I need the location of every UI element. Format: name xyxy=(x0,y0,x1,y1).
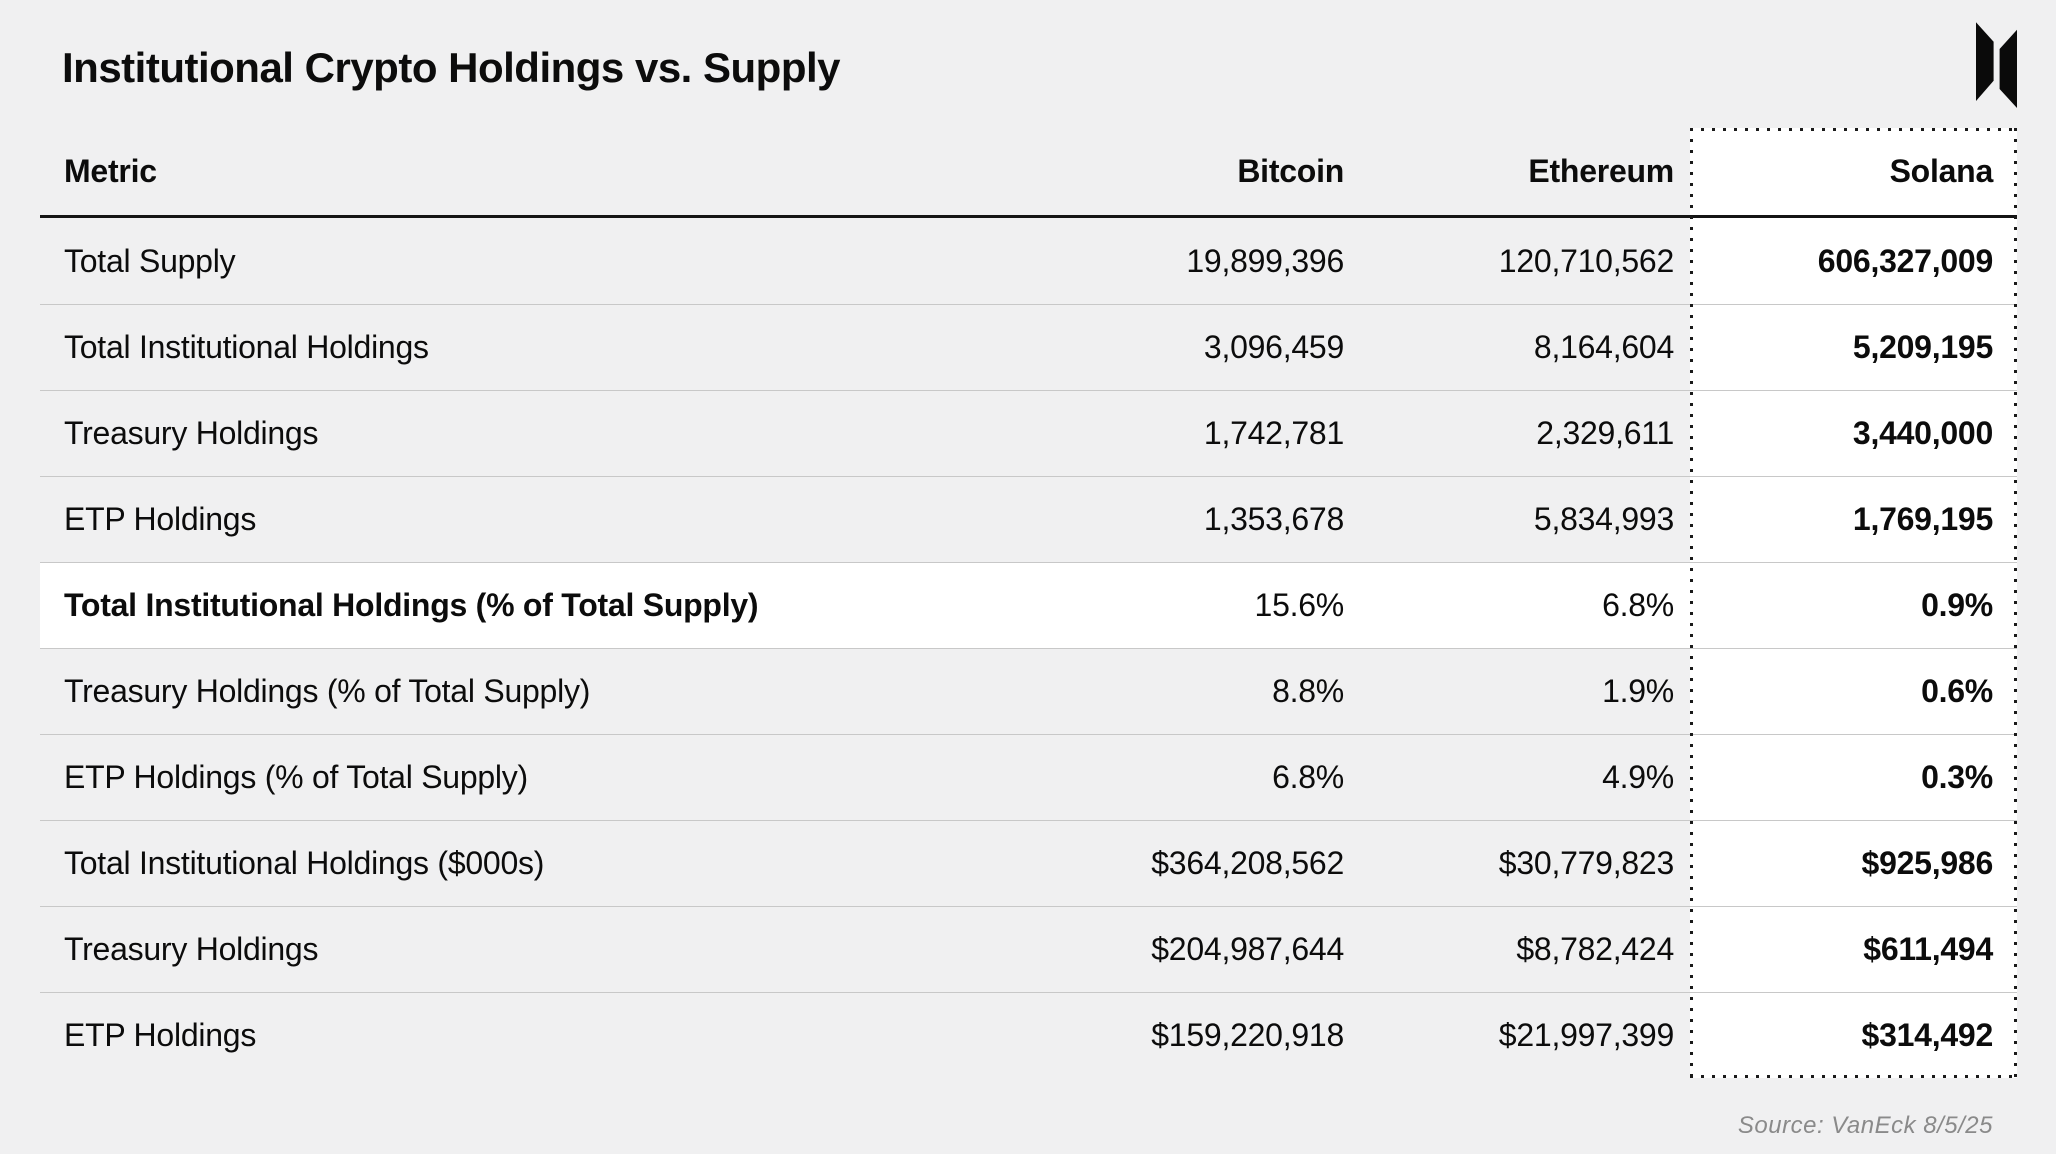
ethereum-value: 5,834,993 xyxy=(1533,501,1674,537)
metric-label: Total Institutional Holdings xyxy=(64,329,429,365)
table-row-total-institutional-usd: Total Institutional Holdings ($000s) $36… xyxy=(40,820,2017,906)
table-row-treasury-pct: Treasury Holdings (% of Total Supply) 8.… xyxy=(40,648,2017,734)
ethereum-value: $21,997,399 xyxy=(1498,1017,1674,1053)
table-row-treasury-usd: Treasury Holdings $204,987,644 $8,782,42… xyxy=(40,906,2017,992)
solana-value: 0.9% xyxy=(1690,563,2017,648)
bitcoin-value: 19,899,396 xyxy=(1186,242,1344,279)
holdings-table: Metric Bitcoin Ethereum Solana Total Sup… xyxy=(40,128,2017,1078)
ethereum-value: 2,329,611 xyxy=(1536,415,1674,451)
bitcoin-value: 8.8% xyxy=(1272,673,1344,709)
solana-value: $314,492 xyxy=(1690,993,2017,1078)
table-row-etp-holdings: ETP Holdings 1,353,678 5,834,993 1,769,1… xyxy=(40,476,2017,562)
bitcoin-value: $204,987,644 xyxy=(1151,931,1344,967)
table-body: Total Supply 19,899,396 120,710,562 606,… xyxy=(40,218,2017,1078)
source-caption: Source: VanEck 8/5/25 xyxy=(1737,1112,1993,1139)
metric-label: Treasury Holdings xyxy=(64,415,319,451)
metric-label: Treasury Holdings xyxy=(64,931,319,967)
solana-value: 0.3% xyxy=(1690,735,2017,820)
metric-label: Total Institutional Holdings ($000s) xyxy=(64,845,545,881)
metric-label: ETP Holdings xyxy=(64,1017,257,1053)
ethereum-value: 6.8% xyxy=(1602,587,1674,623)
ethereum-value: 8,164,604 xyxy=(1533,329,1674,365)
solana-value: 606,327,009 xyxy=(1690,218,2017,304)
metric-label: Total Institutional Holdings (% of Total… xyxy=(64,587,759,623)
ethereum-value: $8,782,424 xyxy=(1516,931,1674,967)
metric-label: ETP Holdings xyxy=(64,501,257,537)
metric-label: Treasury Holdings (% of Total Supply) xyxy=(64,673,591,709)
bitcoin-value: 1,353,678 xyxy=(1203,501,1344,537)
header-cell-bitcoin: Bitcoin xyxy=(1237,153,1344,189)
bitcoin-value: 15.6% xyxy=(1254,587,1345,623)
metric-label: ETP Holdings (% of Total Supply) xyxy=(64,759,528,795)
solana-value: 3,440,000 xyxy=(1690,391,2017,476)
ethereum-value: 4.9% xyxy=(1602,759,1674,795)
bitcoin-value: 6.8% xyxy=(1272,759,1344,795)
metric-label: Total Supply xyxy=(64,242,236,279)
header-cell-ethereum: Ethereum xyxy=(1528,153,1674,189)
table-header-row: Metric Bitcoin Ethereum Solana xyxy=(40,128,2017,218)
table-row-etp-usd: ETP Holdings $159,220,918 $21,997,399 $3… xyxy=(40,992,2017,1078)
header-cell-metric: Metric xyxy=(64,153,157,189)
solana-value: $925,986 xyxy=(1690,821,2017,906)
solana-value: 0.6% xyxy=(1690,649,2017,734)
table-row-total-supply: Total Supply 19,899,396 120,710,562 606,… xyxy=(40,218,2017,304)
solana-value: 1,769,195 xyxy=(1690,477,2017,562)
bitcoin-value: $364,208,562 xyxy=(1151,845,1344,881)
header-cell-solana: Solana xyxy=(1690,128,2017,215)
bitcoin-value: 3,096,459 xyxy=(1203,329,1344,365)
vaneck-logo-icon xyxy=(1976,22,2017,108)
ethereum-value: 120,710,562 xyxy=(1498,242,1674,279)
page-title: Institutional Crypto Holdings vs. Supply xyxy=(62,44,841,91)
solana-value: 5,209,195 xyxy=(1690,305,2017,390)
table-row-total-institutional-pct: Total Institutional Holdings (% of Total… xyxy=(40,562,2017,648)
table-row-etp-pct: ETP Holdings (% of Total Supply) 6.8% 4.… xyxy=(40,734,2017,820)
ethereum-value: $30,779,823 xyxy=(1498,845,1674,881)
table-row-treasury-holdings: Treasury Holdings 1,742,781 2,329,611 3,… xyxy=(40,390,2017,476)
bitcoin-value: $159,220,918 xyxy=(1151,1017,1344,1053)
ethereum-value: 1.9% xyxy=(1602,673,1674,709)
solana-value: $611,494 xyxy=(1690,907,2017,992)
table-row-total-institutional-holdings: Total Institutional Holdings 3,096,459 8… xyxy=(40,304,2017,390)
bitcoin-value: 1,742,781 xyxy=(1203,415,1344,451)
